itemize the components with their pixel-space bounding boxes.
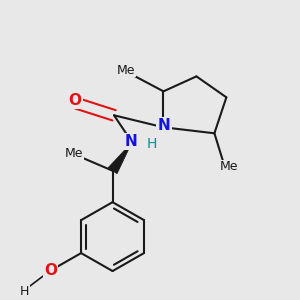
Text: N: N	[158, 118, 170, 133]
Text: Me: Me	[117, 64, 135, 76]
Text: H: H	[20, 285, 29, 298]
Text: Me: Me	[220, 160, 238, 173]
Text: N: N	[124, 134, 137, 149]
Text: H: H	[146, 137, 157, 151]
Polygon shape	[108, 142, 132, 174]
Text: O: O	[69, 93, 82, 108]
Text: Me: Me	[64, 147, 83, 160]
Text: O: O	[44, 263, 57, 278]
